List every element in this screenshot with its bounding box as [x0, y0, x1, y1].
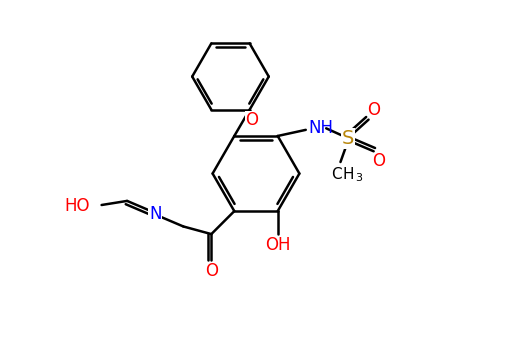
Text: O: O	[367, 102, 380, 119]
Text: S: S	[342, 129, 354, 148]
Text: NH: NH	[308, 119, 333, 137]
Text: N: N	[149, 205, 161, 223]
Text: O: O	[205, 262, 218, 280]
Text: OH: OH	[265, 236, 290, 254]
Text: HO: HO	[65, 197, 90, 215]
Text: H: H	[343, 167, 354, 182]
Text: 3: 3	[355, 173, 362, 183]
Text: O: O	[245, 111, 258, 129]
Text: O: O	[372, 153, 385, 171]
Text: C: C	[331, 167, 342, 182]
